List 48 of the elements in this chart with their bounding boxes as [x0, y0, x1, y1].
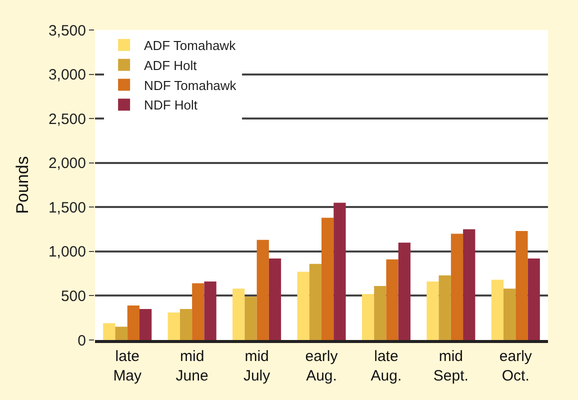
bar — [491, 280, 504, 340]
x-tick-label: mid Sept. — [433, 348, 468, 384]
y-tick-label: 1,000 — [48, 244, 86, 261]
bar — [463, 229, 476, 340]
bar — [139, 309, 152, 340]
y-tick-label: 0 — [78, 332, 86, 350]
bar — [374, 286, 386, 340]
y-tick-label: 2,500 — [48, 110, 86, 128]
bar — [309, 264, 322, 340]
bar — [334, 202, 346, 340]
bar — [192, 283, 204, 340]
y-tick-label: 3,500 — [48, 22, 86, 40]
bar — [168, 312, 180, 340]
y-tick-label: 3,000 — [48, 66, 86, 84]
bar — [204, 282, 216, 340]
bar — [516, 231, 528, 340]
x-tick-label: early Oct. — [499, 348, 532, 384]
legend-label: NDF Tomahawk — [144, 78, 237, 93]
y-axis-title: Pounds — [13, 156, 32, 214]
bar — [232, 288, 245, 340]
y-tick-label: 500 — [60, 288, 86, 305]
bar — [450, 234, 464, 340]
y-tick-label: 1,500 — [48, 199, 86, 216]
bar — [362, 294, 374, 340]
x-tick-label: early Aug. — [305, 348, 338, 384]
bar — [438, 275, 451, 340]
bar — [398, 242, 410, 340]
bar — [297, 272, 310, 340]
bar — [115, 326, 128, 340]
legend-label: ADF Holt — [144, 58, 198, 73]
bar — [504, 288, 516, 340]
bar — [528, 258, 540, 340]
y-tick-label: 2,000 — [48, 155, 86, 172]
x-tick-label: late May — [113, 348, 142, 384]
legend-label: NDF Holt — [144, 98, 198, 113]
legend-label: ADF Tomahawk — [144, 38, 236, 54]
bar — [386, 259, 398, 340]
bar — [180, 309, 192, 340]
bar — [268, 258, 282, 340]
bar — [244, 296, 257, 340]
bar — [127, 305, 140, 340]
bar — [103, 323, 116, 340]
x-tick-label: mid June — [176, 348, 208, 384]
bar — [426, 282, 439, 340]
bar — [256, 240, 269, 340]
x-tick-label: mid July — [243, 348, 271, 384]
x-tick-label: late Aug. — [370, 348, 402, 384]
bar — [322, 218, 334, 340]
